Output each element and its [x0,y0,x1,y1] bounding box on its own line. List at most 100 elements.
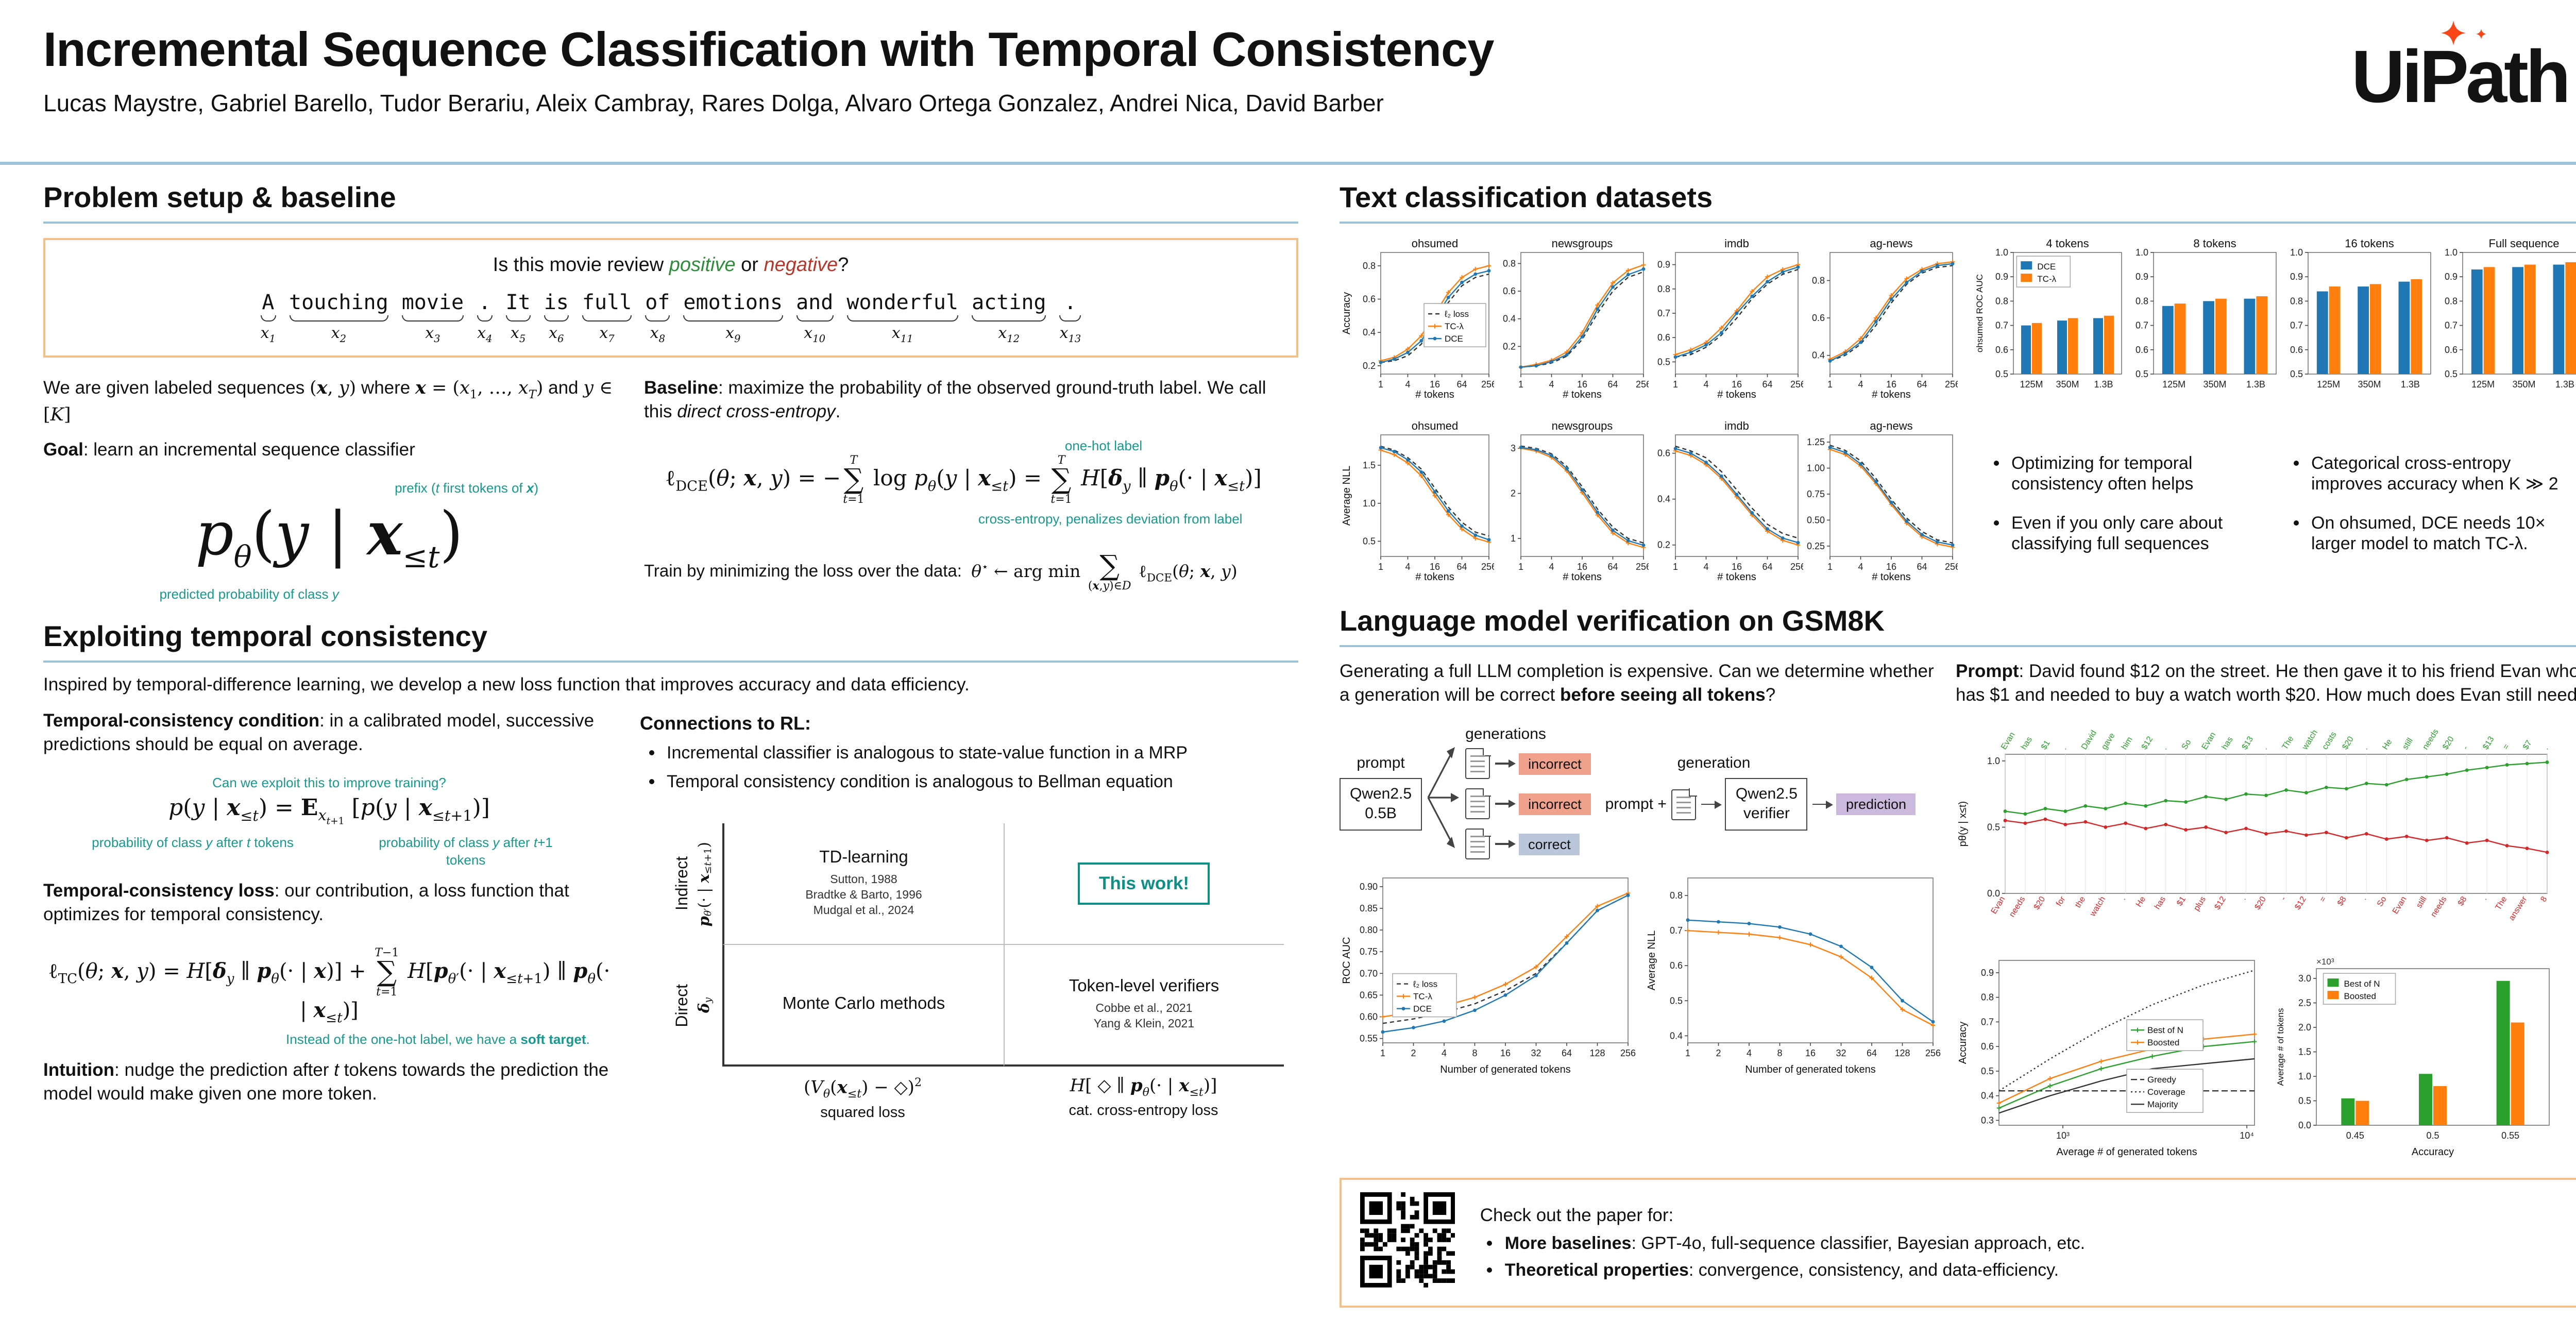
svg-text:newsgroups: newsgroups [1552,419,1613,432]
svg-text:has: has [2153,895,2167,911]
svg-text:$13: $13 [2481,735,2496,752]
annotation-prob-t: probability of class y after t tokens [92,835,294,851]
svg-text:1.0: 1.0 [2298,1071,2311,1081]
svg-text:16: 16 [1500,1048,1511,1058]
logo-wordmark: UiPath [2351,36,2571,119]
movie-review-example-box: Is this movie review positive or negativ… [43,238,1298,358]
rl-connections-heading: Connections to RL: [640,713,811,734]
paper-bullet: Theoretical properties: convergence, con… [1505,1261,2085,1281]
svg-text:0.2: 0.2 [1657,540,1670,550]
svg-text:2: 2 [1511,488,1516,499]
gsm8k-right-charts: 0.3 0.4 0.5 0.6 0.7 0.8 0.9 10³ 10⁴ Average # of … [1956,952,2576,1163]
svg-text:-: - [2279,895,2288,902]
svg-text:has: has [2221,736,2235,752]
svg-text:2.0: 2.0 [2298,1022,2311,1033]
svg-text:0.6: 0.6 [1812,313,1825,323]
svg-text:16: 16 [1430,562,1440,572]
svg-text:answer: answer [2507,895,2529,922]
quadrant-cell-td-learning: TD-learning Sutton, 1988 Bradtke & Barto… [722,823,1003,945]
outcome-badge-correct: correct [1519,833,1580,855]
svg-text:64: 64 [1762,562,1772,572]
quadrant-cell-token-verifiers: Token-level verifiers Cobbe et al., 2021… [1003,944,1284,1067]
svg-text:Boosted: Boosted [2147,1038,2179,1048]
svg-text:0.6: 0.6 [1363,294,1376,305]
svg-text:0.55: 0.55 [1360,1034,1378,1044]
dce-formula-block: one-hot label ℓDCE(θ; x, y) = − T ∑ t=1 log… [644,438,1283,528]
svg-text:0.8: 0.8 [2290,296,2303,306]
annotation-prefix: prefix (t first tokens of x) [395,480,539,496]
generation-row: correct [1465,828,1591,860]
svg-text:1: 1 [1518,562,1523,572]
svg-text:0.4: 0.4 [1363,327,1376,337]
svg-text:.: . [2119,895,2127,902]
svg-text:ohsumed: ohsumed [1412,419,1459,432]
svg-text:0.5: 0.5 [1657,357,1670,367]
token-verifier-refs: Cobbe et al., 2021 Yang & Klein, 2021 [1093,1002,1195,1030]
svg-text:×10³: ×10³ [2316,957,2334,967]
svg-text:0.55: 0.55 [2501,1130,2519,1141]
example-question: Is this movie review positive or negativ… [493,255,849,276]
annotation-exploit: Can we exploit this to improve training? [212,774,446,790]
chart-accuracy-newsgroups: 0.2 0.4 0.6 0.8 1 4 16 64 256 newsgroups # tokens [1494,236,1651,406]
chart-nll-ohsumed: 0.5 1.0 1.5 1 4 16 64 256 ohsumed # tokens Average… [1340,418,1497,588]
svg-text:$12: $12 [2140,735,2155,752]
svg-text:ag-news: ag-news [1870,237,1912,250]
arrow-right-icon [1495,800,1516,807]
svg-text:0.7: 0.7 [2445,320,2458,331]
svg-text:16: 16 [1732,379,1742,390]
svg-text:0.5: 0.5 [1995,369,2008,379]
takeaway-bullet: On ohsumed, DCE needs 10× larger model t… [2311,513,2562,554]
setup-left: We are given labeled sequences (x, y) wh… [43,366,615,603]
underbrace [505,315,531,322]
svg-text:1: 1 [1378,562,1383,572]
svg-text:watch: watch [2088,895,2107,918]
quadrant-ylabel-direct: Direct δy [674,984,714,1027]
svg-text:64: 64 [1456,562,1467,572]
svg-text:16: 16 [1732,562,1742,572]
svg-text:Average NLL: Average NLL [1341,466,1352,526]
svg-text:TC-λ: TC-λ [1413,992,1432,1002]
svg-text:0.25: 0.25 [1807,541,1825,551]
outcome-badge-incorrect: incorrect [1519,793,1591,815]
svg-text:1: 1 [1827,562,1833,572]
svg-text:16: 16 [1577,379,1587,390]
verification-diagram: generation prompt + Qwen2.5 verifier [1605,754,1916,831]
generation-diagram: prompt Qwen2.5 0.5B [1340,725,1591,860]
fan-arrows-icon [1427,747,1460,849]
svg-text:125M: 125M [2317,379,2340,390]
svg-text:16: 16 [1805,1048,1816,1058]
svg-text:0.8: 0.8 [1363,261,1376,271]
svg-text:0.8: 0.8 [1503,258,1516,268]
svg-text:1.00: 1.00 [1807,463,1825,474]
svg-text:8: 8 [2539,895,2549,904]
svg-text:2: 2 [1716,1048,1721,1058]
svg-text:32: 32 [1836,1048,1846,1058]
svg-text:.: . [2361,745,2369,752]
svg-text:256: 256 [1481,562,1494,572]
svg-text:Coverage: Coverage [2147,1088,2185,1097]
setup-right: Baseline: maximize the probability of th… [644,366,1283,603]
svg-text:0.9: 0.9 [2136,272,2148,282]
svg-text:0.8: 0.8 [2136,296,2148,306]
svg-text:0.6: 0.6 [1670,961,1683,971]
annotation-one-hot-label: one-hot label [1064,438,1143,454]
token-unit: movie x3 [401,290,464,345]
svg-text:1: 1 [1673,379,1678,390]
svg-text:1.3B: 1.3B [2401,379,2420,390]
svg-text:16: 16 [1886,379,1896,390]
underbrace [972,315,1046,322]
svg-text:0.7: 0.7 [1670,926,1683,936]
svg-text:64: 64 [1867,1048,1877,1058]
svg-text:ag-news: ag-news [1870,419,1912,432]
arrow-right-icon [1495,760,1516,767]
svg-text:for: for [2055,895,2067,908]
tc-loss-formula: ℓTC(θ; x, y) = H[δy ∥ pθ(· | x)] + T−1 ∑ t… [48,946,611,1026]
quadrant-xlabel-squared-loss: (Vθ(x≤t) − ◇)2 squared loss [804,1075,922,1121]
svg-text:still: still [2415,895,2429,910]
svg-text:0.8: 0.8 [2445,296,2458,306]
underbrace [1059,315,1081,322]
svg-text:1: 1 [1380,1048,1385,1058]
svg-text:$13: $13 [2241,735,2256,752]
generation-row: incorrect [1465,748,1591,780]
